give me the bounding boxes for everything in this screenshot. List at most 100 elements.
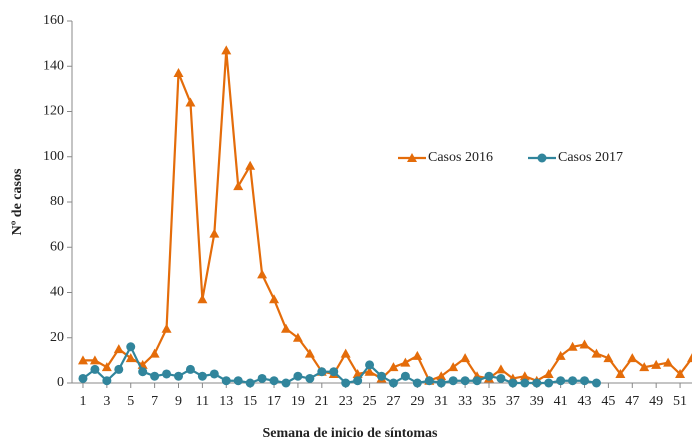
marker bbox=[555, 350, 566, 360]
marker bbox=[353, 376, 363, 386]
marker bbox=[233, 181, 244, 191]
marker bbox=[400, 371, 410, 381]
marker bbox=[639, 362, 650, 372]
marker bbox=[407, 153, 417, 162]
marker bbox=[365, 360, 375, 370]
marker bbox=[603, 353, 614, 363]
marker bbox=[532, 378, 542, 388]
marker bbox=[544, 378, 554, 388]
marker bbox=[162, 369, 172, 379]
x-tick-label: 21 bbox=[315, 394, 329, 409]
marker bbox=[149, 348, 160, 358]
y-tick-label: 140 bbox=[43, 58, 64, 73]
marker bbox=[448, 362, 459, 372]
x-tick-label: 5 bbox=[127, 394, 134, 409]
marker bbox=[126, 342, 136, 352]
x-tick-label: 3 bbox=[103, 394, 110, 409]
marker bbox=[579, 339, 590, 349]
marker bbox=[340, 348, 351, 358]
x-tick-label: 15 bbox=[243, 394, 257, 409]
marker bbox=[292, 332, 303, 342]
marker bbox=[101, 362, 112, 372]
legend-label: Casos 2017 bbox=[558, 150, 623, 165]
x-tick-label: 17 bbox=[267, 394, 281, 409]
marker bbox=[113, 344, 124, 354]
x-tick-label: 27 bbox=[386, 394, 400, 409]
marker bbox=[245, 378, 255, 388]
marker bbox=[150, 371, 160, 381]
marker bbox=[233, 376, 243, 386]
x-tick-label: 37 bbox=[506, 394, 520, 409]
y-tick-label: 40 bbox=[50, 285, 64, 300]
marker bbox=[197, 294, 208, 304]
marker bbox=[675, 368, 686, 378]
y-axis-label: Nº de casos bbox=[10, 168, 25, 235]
marker bbox=[627, 353, 638, 363]
marker bbox=[388, 362, 399, 372]
series-line bbox=[82, 50, 692, 383]
x-tick-label: 45 bbox=[601, 394, 615, 409]
marker bbox=[174, 371, 184, 381]
marker bbox=[185, 97, 196, 107]
marker bbox=[568, 376, 578, 386]
x-tick-label: 47 bbox=[625, 394, 639, 409]
marker bbox=[78, 373, 88, 383]
marker bbox=[281, 378, 291, 388]
marker bbox=[537, 153, 547, 163]
marker bbox=[341, 378, 351, 388]
marker bbox=[257, 269, 268, 279]
x-tick-label: 31 bbox=[434, 394, 448, 409]
marker bbox=[293, 371, 303, 381]
marker bbox=[520, 378, 530, 388]
marker bbox=[197, 371, 207, 381]
marker bbox=[102, 376, 112, 386]
y-tick-label: 20 bbox=[50, 330, 64, 345]
marker bbox=[663, 357, 674, 367]
marker bbox=[221, 45, 232, 55]
x-tick-label: 39 bbox=[530, 394, 544, 409]
y-tick-label: 100 bbox=[43, 149, 64, 164]
marker bbox=[591, 348, 602, 358]
marker bbox=[556, 376, 566, 386]
marker bbox=[209, 369, 219, 379]
x-tick-label: 23 bbox=[339, 394, 353, 409]
marker bbox=[269, 376, 279, 386]
marker bbox=[304, 348, 315, 358]
marker bbox=[138, 367, 148, 377]
marker bbox=[221, 376, 231, 386]
marker bbox=[209, 228, 220, 238]
marker bbox=[460, 376, 470, 386]
marker bbox=[114, 364, 124, 374]
marker bbox=[412, 378, 422, 388]
marker bbox=[496, 373, 506, 383]
marker bbox=[161, 323, 172, 333]
x-tick-label: 51 bbox=[673, 394, 687, 409]
marker bbox=[280, 323, 291, 333]
x-tick-label: 33 bbox=[458, 394, 472, 409]
y-tick-label: 120 bbox=[43, 104, 64, 119]
marker bbox=[89, 355, 100, 365]
x-tick-label: 13 bbox=[219, 394, 233, 409]
x-tick-label: 25 bbox=[363, 394, 377, 409]
marker bbox=[317, 367, 327, 377]
x-tick-label: 7 bbox=[151, 394, 158, 409]
marker bbox=[508, 378, 518, 388]
marker bbox=[125, 353, 136, 363]
x-tick-label: 11 bbox=[196, 394, 209, 409]
marker bbox=[269, 294, 280, 304]
y-tick-label: 80 bbox=[50, 194, 64, 209]
marker bbox=[90, 364, 100, 374]
x-tick-label: 9 bbox=[175, 394, 182, 409]
x-tick-label: 1 bbox=[79, 394, 86, 409]
marker bbox=[519, 371, 530, 381]
x-tick-label: 29 bbox=[410, 394, 424, 409]
x-axis-label: Semana de inicio de síntomas bbox=[262, 426, 438, 441]
marker bbox=[412, 350, 423, 360]
marker bbox=[377, 371, 387, 381]
marker bbox=[400, 357, 411, 367]
marker bbox=[436, 378, 446, 388]
marker bbox=[185, 364, 195, 374]
marker bbox=[245, 160, 256, 170]
marker bbox=[424, 376, 434, 386]
